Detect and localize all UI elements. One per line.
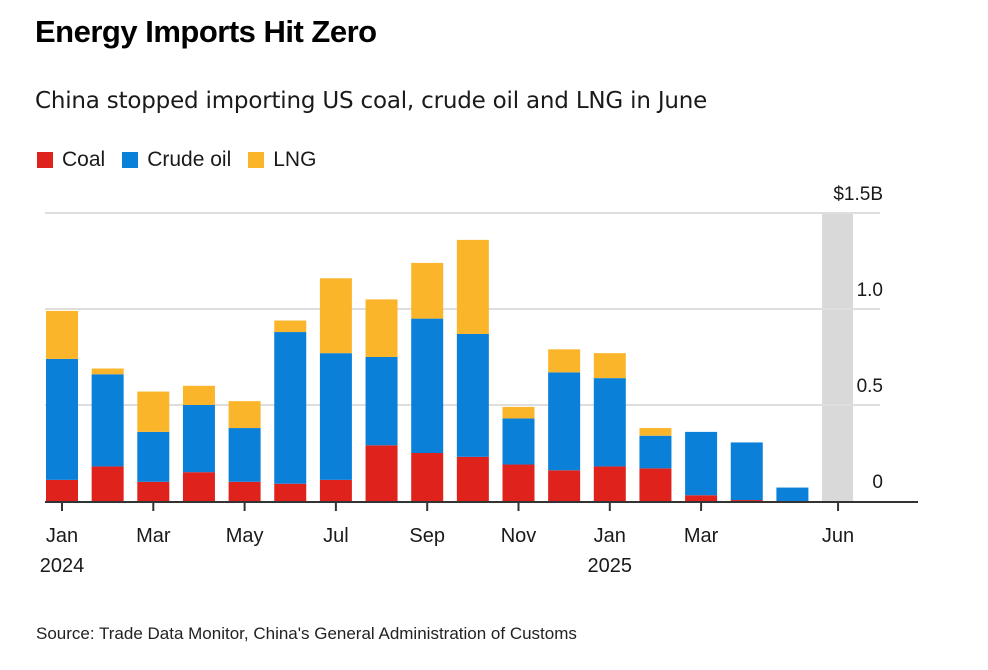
bar-coal-2024-03 (137, 481, 170, 501)
highlight-layer (822, 213, 854, 501)
y-tick-label: $1.5B (833, 184, 883, 205)
bars (46, 239, 809, 501)
legend-item-crude-oil: Crude oil (122, 148, 231, 172)
bar-coal-2024-04 (182, 472, 215, 501)
bar-coal-2024-07 (319, 479, 352, 501)
bar-lng-2024-05 (228, 401, 261, 429)
bar-crude-oil-2024-08 (365, 357, 398, 446)
x-tick-label: Jul (323, 525, 349, 547)
bar-crude-oil-2024-06 (274, 332, 307, 484)
bar-crude-oil-2024-03 (137, 431, 170, 482)
x-tick-label: Jan (46, 525, 78, 547)
legend-item-coal: Coal (37, 148, 105, 172)
x-tick-label: Sep (409, 525, 445, 547)
x-tick-year-label: 2024 (40, 555, 85, 577)
bar-crude-oil-2025-01 (593, 378, 626, 467)
y-tick-label: 1.0 (857, 280, 883, 301)
legend-label-coal: Coal (62, 148, 106, 171)
bar-lng-2025-02 (639, 428, 672, 436)
axes: 0 0.5 1.0 $1.5B Jan 2024 Mar May Jul Sep Nov Jan 202… (40, 184, 918, 577)
highlight-band-june (822, 213, 854, 501)
bar-crude-oil-2024-02 (91, 374, 124, 467)
bar-lng-2024-06 (274, 320, 307, 333)
bar-coal-2024-09 (411, 453, 444, 501)
legend-label-crude-oil: Crude oil (147, 148, 232, 171)
bar-crude-oil-2024-01 (46, 358, 78, 480)
bar-lng-2024-09 (411, 262, 444, 319)
bar-crude-oil-2025-03 (685, 431, 718, 496)
x-tick-label: Mar (684, 525, 719, 547)
legend-swatch-crude-oil (122, 152, 139, 168)
bar-lng-2025-01 (593, 353, 626, 379)
bar-lng-2024-01 (46, 310, 78, 359)
bar-crude-oil-2024-05 (228, 428, 261, 482)
bar-coal-2024-06 (274, 483, 307, 501)
bar-lng-2024-07 (319, 278, 352, 354)
legend-swatch-coal (37, 152, 53, 168)
x-tick-label: Jan (594, 525, 626, 547)
x-tick-year-label: 2025 (588, 555, 633, 577)
chart-subtitle: China stopped importing US coal, crude o… (35, 88, 708, 114)
bar-coal-2025-04 (730, 500, 763, 501)
bar-coal-2024-12 (548, 470, 581, 501)
bar-crude-oil-2024-04 (182, 405, 215, 473)
bar-crude-oil-2024-10 (456, 333, 489, 457)
chart-legend: Coal Crude oil LNG (37, 148, 333, 172)
bar-lng-2024-04 (182, 385, 215, 405)
bar-lng-2024-12 (548, 349, 581, 373)
bar-coal-2024-05 (228, 481, 261, 501)
bar-lng-2024-02 (91, 368, 124, 375)
source-note: Source: Trade Data Monitor, China's Gene… (36, 624, 577, 643)
bar-crude-oil-2025-02 (639, 435, 672, 469)
chart-title: Energy Imports Hit Zero (35, 14, 377, 49)
x-tick-label: Jun (822, 525, 854, 547)
bar-crude-oil-2024-09 (411, 318, 444, 453)
bar-crude-oil-2025-04 (730, 442, 763, 501)
bar-lng-2024-10 (456, 239, 489, 334)
bar-crude-oil-2024-11 (502, 418, 535, 465)
x-tick-label: Mar (136, 525, 171, 547)
legend-item-lng: LNG (248, 148, 316, 172)
bar-crude-oil-2024-12 (548, 372, 581, 471)
x-tick-label: May (226, 525, 264, 547)
bar-coal-2024-02 (91, 466, 124, 501)
bar-crude-oil-2025-05 (776, 487, 809, 501)
bar-coal-2024-08 (365, 445, 398, 501)
bar-coal-2025-02 (639, 468, 672, 501)
x-tick-label: Nov (501, 525, 537, 547)
bar-coal-2025-03 (685, 495, 718, 501)
bar-coal-2024-01 (46, 479, 78, 501)
bar-coal-2025-01 (593, 466, 626, 501)
bar-lng-2024-03 (137, 391, 170, 432)
legend-swatch-lng (248, 152, 265, 168)
bar-lng-2024-11 (502, 406, 535, 419)
bar-coal-2024-10 (456, 456, 489, 501)
bar-crude-oil-2024-07 (319, 353, 352, 480)
legend-label-lng: LNG (273, 148, 317, 171)
y-tick-label: 0.5 (857, 376, 883, 397)
bar-lng-2024-08 (365, 299, 398, 357)
bar-coal-2024-11 (502, 464, 535, 501)
y-tick-label: 0 (872, 472, 883, 493)
